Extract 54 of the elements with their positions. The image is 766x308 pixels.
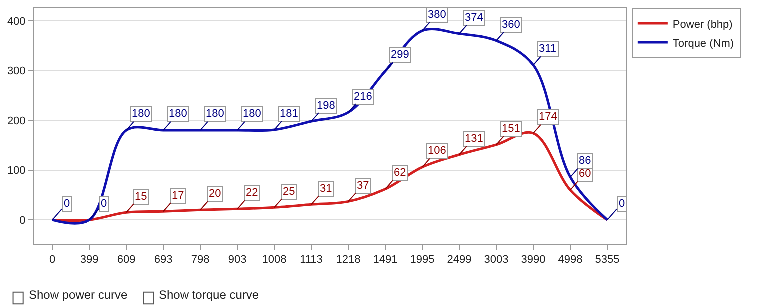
data-label: 131 bbox=[465, 133, 484, 145]
data-label: 25 bbox=[283, 186, 296, 198]
data-label: 216 bbox=[354, 91, 372, 103]
x-tick-label: 2499 bbox=[447, 254, 472, 266]
y-tick-label: 200 bbox=[7, 115, 26, 128]
text: Show power curve bbox=[29, 288, 128, 302]
legend-label: Power (bhp) bbox=[672, 18, 733, 31]
x-tick-label: 609 bbox=[117, 254, 136, 266]
x-tick-label: 1008 bbox=[262, 254, 287, 266]
data-label: 37 bbox=[357, 180, 370, 192]
x-tick-label: 3990 bbox=[521, 254, 546, 266]
x-tick-label: 903 bbox=[228, 254, 247, 266]
x-tick-label: 5355 bbox=[595, 254, 620, 266]
data-label: 0 bbox=[619, 198, 626, 210]
data-label: 174 bbox=[539, 111, 558, 123]
data-label: 374 bbox=[465, 12, 484, 24]
data-label: 60 bbox=[579, 168, 592, 180]
data-label: 151 bbox=[502, 123, 520, 135]
data-label: 180 bbox=[132, 108, 150, 120]
data-label: 31 bbox=[320, 183, 332, 195]
x-tick-label: 1995 bbox=[410, 254, 435, 266]
x-tick-label: 1113 bbox=[300, 254, 323, 266]
data-label: 380 bbox=[428, 9, 446, 21]
data-label: 299 bbox=[391, 49, 410, 61]
data-label: 106 bbox=[428, 145, 446, 157]
data-label: 180 bbox=[206, 108, 224, 120]
data-label: 181 bbox=[280, 108, 298, 120]
x-tick-label: 1491 bbox=[373, 254, 398, 266]
x-tick-label: 3003 bbox=[484, 254, 509, 266]
data-label: 86 bbox=[579, 155, 592, 167]
x-tick-label: 1218 bbox=[336, 254, 361, 266]
data-label: 15 bbox=[135, 191, 148, 203]
data-label: 311 bbox=[539, 43, 557, 55]
text: Show torque curve bbox=[159, 288, 260, 302]
y-tick-label: 0 bbox=[20, 214, 26, 227]
data-label: 62 bbox=[394, 167, 406, 179]
data-label: 20 bbox=[209, 188, 222, 200]
data-label: 17 bbox=[172, 190, 184, 202]
y-tick-label: 300 bbox=[7, 66, 26, 78]
data-label: 0 bbox=[64, 198, 70, 210]
legend-label: Torque (Nm) bbox=[672, 38, 734, 50]
x-tick-label: 0 bbox=[49, 254, 56, 266]
x-tick-label: 798 bbox=[191, 254, 210, 266]
x-tick-label: 4998 bbox=[558, 254, 583, 266]
data-label: 0 bbox=[101, 198, 108, 210]
data-label: 198 bbox=[317, 100, 336, 112]
y-tick-label: 100 bbox=[7, 165, 26, 178]
x-tick-label: 399 bbox=[80, 254, 99, 266]
data-label: 22 bbox=[246, 187, 258, 199]
x-tick-label: 693 bbox=[154, 254, 173, 266]
data-label: 360 bbox=[502, 19, 520, 31]
data-label: 180 bbox=[243, 108, 262, 120]
data-label: 180 bbox=[169, 108, 188, 120]
y-tick-label: 400 bbox=[7, 16, 26, 28]
